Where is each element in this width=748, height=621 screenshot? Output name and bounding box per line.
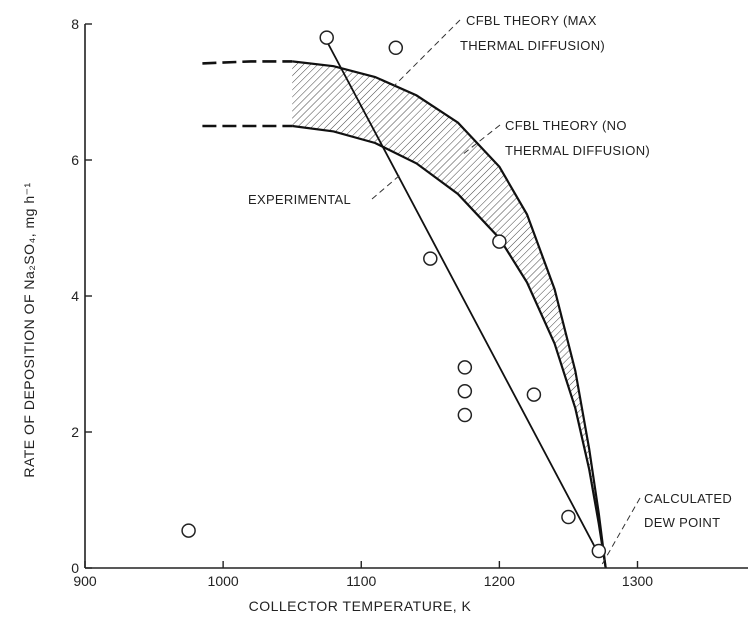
data-point-0: [181, 523, 196, 538]
y-tick-label-2: 2: [71, 424, 79, 440]
series-line-1: [202, 60, 293, 65]
y-axis-title: RATE OF DEPOSITION OF Na₂SO₄, mg h⁻¹: [21, 182, 37, 477]
leader-max-thermal-diffusion: [393, 19, 461, 87]
leader-no-thermal-diffusion: [461, 124, 501, 156]
series-line-4: [325, 40, 600, 555]
x-axis-title: COLLECTOR TEMPERATURE, K: [249, 598, 472, 614]
x-tick-label-1200: 1200: [484, 573, 515, 589]
series-line-2: [292, 124, 607, 569]
data-point-3: [423, 251, 438, 266]
theory-band-hatch: [292, 61, 606, 569]
y-tick-label-4: 4: [71, 288, 79, 304]
y-tick-label-8: 8: [71, 16, 79, 32]
data-point-7: [492, 234, 507, 249]
leader-experimental: [371, 174, 401, 200]
annotation-calculated-dew-point: CALCULATED DEW POINT: [644, 491, 736, 530]
x-tick-label-1300: 1300: [622, 573, 653, 589]
data-point-8: [526, 387, 542, 402]
y-tick-label-0: 0: [71, 560, 79, 576]
annotation-no-thermal-diffusion: CFBL THEORY (NO THERMAL DIFFUSION): [505, 118, 650, 158]
x-tick-label-1000: 1000: [208, 573, 239, 589]
data-point-5: [457, 383, 473, 399]
leader-calculated-dew-point: [599, 497, 641, 569]
annotation-max-thermal-diffusion: CFBL THEORY (MAX THERMAL DIFFUSION): [460, 13, 605, 53]
data-point-4: [457, 360, 473, 375]
series-line-0: [292, 60, 607, 569]
data-point-6: [457, 407, 473, 423]
y-tick-label-6: 6: [71, 152, 79, 168]
data-point-9: [561, 509, 576, 525]
data-point-1: [319, 30, 334, 45]
x-tick-label-900: 900: [73, 573, 97, 589]
data-point-2: [388, 40, 404, 56]
annotation-experimental: EXPERIMENTAL: [248, 192, 351, 207]
data-point-10: [591, 543, 607, 559]
x-tick-label-1100: 1100: [346, 573, 376, 589]
plot-area: 900 1000 1100 1200 1300 0 2 4 6 8: [71, 16, 748, 589]
